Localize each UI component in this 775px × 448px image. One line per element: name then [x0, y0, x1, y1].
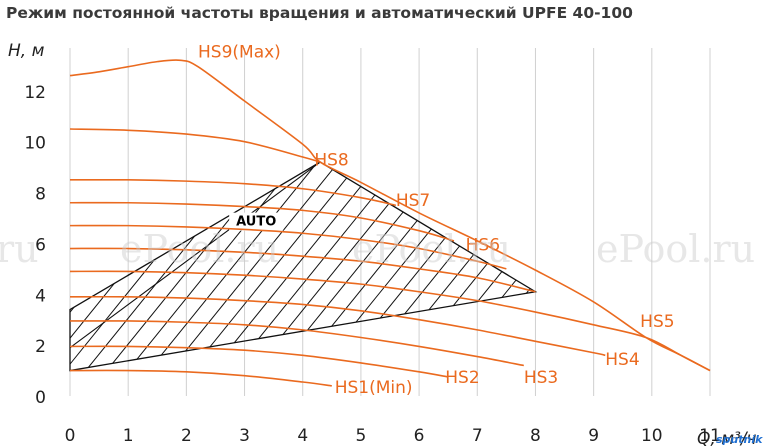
curve-label: HS4	[605, 350, 639, 370]
curve-hs6	[69, 247, 536, 293]
curve-hs8	[69, 201, 455, 242]
hatch-line	[574, 0, 775, 416]
x-tick-label: 6	[414, 426, 425, 446]
curve-label: HS2	[445, 368, 479, 388]
hatch-line	[111, 162, 453, 371]
curve-label: HS9(Max)	[198, 42, 281, 62]
hatch-line	[679, 0, 775, 416]
curve-hs10	[69, 128, 321, 163]
hatch-line	[132, 162, 474, 371]
hatch-line	[553, 0, 775, 416]
curve-hs9	[69, 178, 396, 207]
hatch-line	[637, 0, 775, 416]
hatch-line	[721, 0, 775, 416]
grid	[69, 48, 711, 396]
hatch-line	[531, 162, 536, 371]
x-tick-label: 0	[65, 426, 76, 446]
curve-label: HS5	[640, 312, 674, 332]
hatch-lines	[0, 0, 775, 416]
watermark: ePool.ru	[596, 227, 755, 271]
curve-hs4	[69, 295, 606, 357]
logo: sputnik	[716, 433, 763, 446]
y-tick-label: 2	[35, 337, 46, 357]
watermark: ePool.ru	[352, 227, 511, 271]
hatch-line	[384, 162, 536, 371]
curve-hs3	[69, 320, 524, 367]
curve-hs2	[69, 345, 449, 378]
hatch-line	[300, 162, 536, 371]
watermarks: ru ePool.ru ePool.ru ePool.ru	[0, 227, 755, 271]
hatch-line	[70, 162, 138, 371]
hatch-line	[153, 162, 495, 371]
hatch-line	[70, 162, 222, 371]
x-tick-label: 4	[297, 426, 308, 446]
x-tick-label: 9	[588, 426, 599, 446]
x-axis-label: Q, м³/ч	[697, 429, 757, 448]
auto-region: AUTO	[0, 0, 775, 416]
curve-label: HS8	[314, 151, 348, 171]
x-tick-label: 11	[699, 426, 721, 446]
watermark: ePool.ru	[120, 227, 279, 271]
y-axis-label: H, м	[8, 41, 45, 61]
watermark: ru	[0, 227, 39, 271]
hatch-line	[510, 162, 536, 371]
chart-title: Режим постоянной частоты вращения и авто…	[6, 4, 633, 22]
curve-hs7	[69, 224, 507, 270]
auto-inner-line	[69, 161, 321, 349]
y-tick-label: 8	[35, 185, 46, 205]
y-tick-label: 6	[35, 235, 46, 255]
hatch-line	[742, 0, 775, 416]
curve-hs1-min-	[69, 369, 332, 387]
x-tick-label: 3	[239, 426, 250, 446]
curve-label: HS3	[524, 368, 558, 388]
y-tick-label: 0	[35, 388, 46, 408]
y-tick-label: 10	[24, 134, 46, 154]
curve-label: HS1(Min)	[335, 378, 413, 398]
hatch-line	[279, 162, 536, 371]
y-tick-label: 12	[24, 83, 46, 103]
hatch-line	[658, 0, 775, 416]
hatch-line	[70, 162, 96, 371]
hatch-line	[763, 0, 775, 416]
hatch-line	[0, 0, 32, 416]
x-tick-label: 1	[123, 426, 134, 446]
hatch-line	[70, 162, 117, 371]
y-tick-label: 4	[35, 286, 46, 306]
curve-hs9-max-	[69, 59, 711, 372]
hatch-line	[0, 0, 11, 416]
x-tick-label: 10	[641, 426, 663, 446]
hatch-line	[616, 0, 775, 416]
curves	[69, 59, 711, 387]
hatch-line	[70, 162, 348, 371]
x-tick-label: 2	[181, 426, 192, 446]
hatch-line	[700, 0, 775, 416]
x-tick-label: 8	[530, 426, 541, 446]
auto-label-bg	[229, 212, 284, 231]
x-tick-label: 7	[472, 426, 483, 446]
x-tick-label: 5	[355, 426, 366, 446]
curve-label: HS6	[466, 236, 500, 256]
auto-label: AUTO	[236, 215, 276, 230]
curve-label: HS7	[396, 191, 430, 211]
